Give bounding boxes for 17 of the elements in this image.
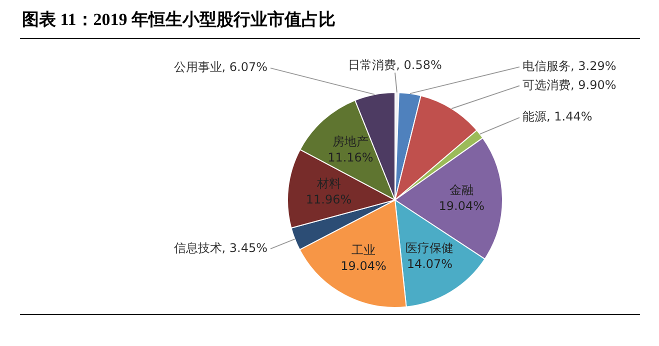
- data-label: 11.96%: [306, 192, 352, 207]
- data-label: 14.07%: [406, 257, 453, 272]
- slice-label: 医疗保健: [406, 241, 454, 256]
- chart-title: 图表 11：2019 年恒生小型股行业市值占比: [22, 9, 336, 31]
- slice-label: 金融: [450, 182, 474, 197]
- data-label: 19.04%: [438, 198, 485, 213]
- slice-label: 能源, 1.44%: [522, 110, 592, 124]
- slice-label: 电信服务, 3.29%: [522, 59, 616, 74]
- slice-label: 信息技术, 3.45%: [174, 240, 268, 255]
- slice-label: 公用事业, 6.07%: [174, 60, 268, 74]
- slice-label: 日常消费, 0.58%: [348, 58, 442, 72]
- slice-label: 可选消费, 9.90%: [522, 78, 616, 92]
- slice-label: 工业: [351, 242, 376, 257]
- data-label: 11.16%: [328, 150, 374, 165]
- slice-label: 材料: [316, 176, 341, 191]
- data-label: 19.04%: [340, 258, 386, 273]
- slice-label: 房地产: [332, 134, 368, 149]
